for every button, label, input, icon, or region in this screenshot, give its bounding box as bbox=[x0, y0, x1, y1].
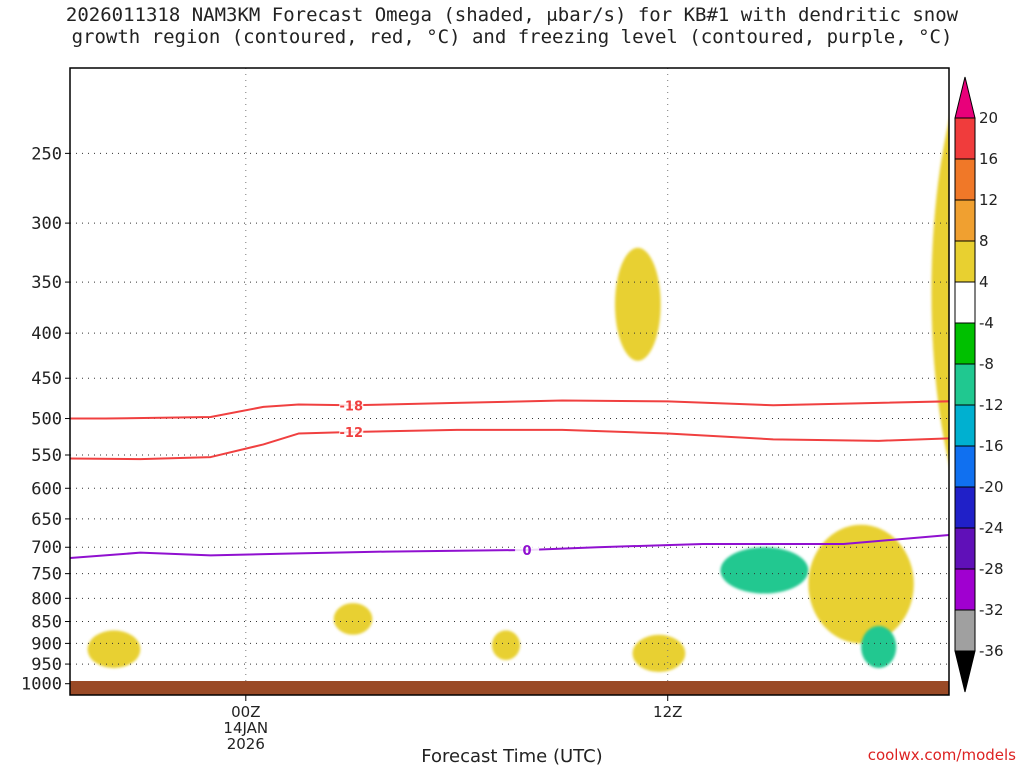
plot-background bbox=[70, 68, 949, 695]
omega-blob-48 bbox=[87, 630, 141, 669]
xtick-label-0-1: 14JAN bbox=[223, 719, 268, 737]
colorbar-label-0: 20 bbox=[979, 109, 998, 127]
ytick-label-600: 600 bbox=[31, 479, 62, 499]
colorbar-swatch-14 bbox=[954, 650, 976, 693]
omega-blob-47 bbox=[808, 524, 914, 644]
ytick-label-350: 350 bbox=[31, 273, 62, 293]
chart-title-line2: growth region (contoured, red, °C) and f… bbox=[71, 26, 953, 48]
colorbar-swatch-0 bbox=[954, 76, 976, 119]
ytick-label-250: 250 bbox=[31, 144, 62, 164]
x-axis-label: Forecast Time (UTC) bbox=[421, 746, 603, 767]
colorbar-label-10: -24 bbox=[979, 519, 1004, 537]
omega-blob-0 bbox=[931, 120, 949, 464]
ytick-label-850: 850 bbox=[31, 613, 62, 633]
colorbar-label-6: -8 bbox=[979, 355, 994, 373]
colorbar-swatch-3 bbox=[954, 199, 976, 242]
chart-title-line1: 2026011318 NAM3KM Forecast Omega (shaded… bbox=[65, 4, 959, 26]
xtick-label-0-2: 2026 bbox=[227, 735, 265, 753]
ytick-label-500: 500 bbox=[31, 410, 62, 430]
plot-frame bbox=[69, 67, 950, 696]
contour-label-3-0: 0 bbox=[523, 544, 532, 559]
colorbar-swatch-6 bbox=[954, 322, 976, 365]
contour-label-bg-3-0 bbox=[515, 541, 540, 557]
colorbar-label-13: -36 bbox=[979, 642, 1004, 660]
xtick-label-1-0: 12Z bbox=[653, 703, 682, 721]
colorbar-swatch-7 bbox=[954, 363, 976, 406]
omega-blob-46 bbox=[720, 547, 809, 594]
omega-blob-43 bbox=[614, 247, 661, 361]
colorbar-swatch-13 bbox=[954, 609, 976, 652]
contour-label-bg-0-0 bbox=[339, 397, 364, 413]
omega-shading bbox=[87, 6, 1024, 673]
ytick-label-950: 950 bbox=[31, 655, 62, 675]
colorbar-label-8: -16 bbox=[979, 437, 1004, 455]
colorbar-label-7: -12 bbox=[979, 396, 1004, 414]
credit-link[interactable]: coolwx.com/models bbox=[867, 746, 1016, 764]
ytick-label-900: 900 bbox=[31, 634, 62, 654]
contour-label-0-0: -18 bbox=[340, 399, 364, 414]
ytick-label-750: 750 bbox=[31, 565, 62, 585]
colorbar-label-3: 8 bbox=[979, 232, 989, 250]
omega-blob-51 bbox=[632, 634, 686, 673]
colorbar-swatch-11 bbox=[954, 527, 976, 570]
colorbar: 20 16 12 8 4 -4 -8 -12 -16 -20 -24 -28 -32 -36 bbox=[954, 76, 1004, 693]
y-axis-tick-labels: 2503003504004505005506006507007508008509… bbox=[21, 144, 70, 695]
colorbar-swatch-12 bbox=[954, 568, 976, 611]
ytick-label-400: 400 bbox=[31, 324, 62, 344]
ytick-label-300: 300 bbox=[31, 214, 62, 234]
colorbar-label-11: -28 bbox=[979, 560, 1004, 578]
contour-lines: -18-18-18-12-12-12-12000 bbox=[70, 397, 949, 560]
terrain-ground bbox=[70, 681, 949, 695]
colorbar-swatch-9 bbox=[954, 445, 976, 488]
omega-blob-52 bbox=[861, 625, 897, 669]
ytick-label-800: 800 bbox=[31, 589, 62, 609]
colorbar-swatch-1 bbox=[954, 117, 976, 160]
colorbar-swatch-4 bbox=[954, 240, 976, 283]
colorbar-swatch-8 bbox=[954, 404, 976, 447]
colorbar-swatch-5 bbox=[954, 281, 976, 324]
colorbar-label-5: -4 bbox=[979, 314, 994, 332]
xtick-label-0-0: 00Z bbox=[231, 703, 260, 721]
ytick-label-650: 650 bbox=[31, 510, 62, 530]
colorbar-label-1: 16 bbox=[979, 150, 998, 168]
x-axis-tick-labels: 00Z14JAN202612Z00Z15JAN12Z00Z16JAN bbox=[223, 695, 682, 753]
contour-label-1-0: -12 bbox=[340, 426, 364, 441]
colorbar-swatch-2 bbox=[954, 158, 976, 201]
colorbar-swatch-10 bbox=[954, 486, 976, 529]
contour-label-bg-1-0 bbox=[339, 424, 364, 440]
omega-blob-49 bbox=[491, 630, 521, 661]
omega-blob-53 bbox=[1019, 6, 1024, 248]
ytick-label-550: 550 bbox=[31, 446, 62, 466]
ytick-label-450: 450 bbox=[31, 369, 62, 389]
colorbar-label-4: 4 bbox=[979, 273, 989, 291]
terrain-fill bbox=[70, 681, 949, 695]
omega-blob-50 bbox=[333, 603, 373, 635]
colorbar-label-9: -20 bbox=[979, 478, 1004, 496]
colorbar-label-12: -32 bbox=[979, 601, 1004, 619]
ytick-label-700: 700 bbox=[31, 538, 62, 558]
ytick-label-1000: 1000 bbox=[21, 675, 62, 695]
colorbar-label-2: 12 bbox=[979, 191, 998, 209]
